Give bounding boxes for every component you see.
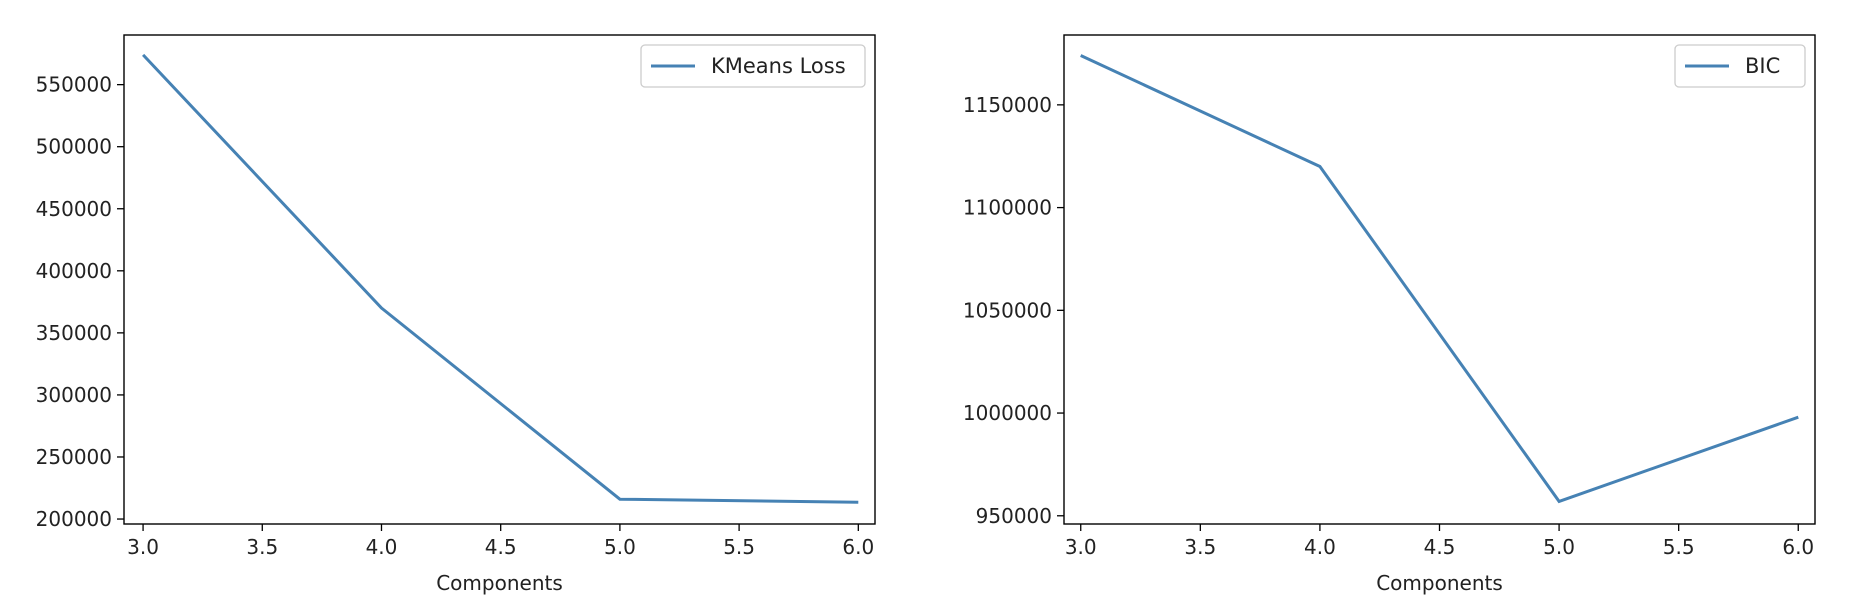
axes-frame — [123, 34, 876, 525]
x-tick-label: 4.0 — [366, 535, 398, 559]
y-tick-label: 1000000 — [963, 401, 1052, 425]
y-tick-label: 500000 — [36, 135, 112, 159]
x-axis-label: Components — [1376, 571, 1503, 595]
x-tick-label: 5.5 — [1663, 535, 1695, 559]
y-tick-label: 1150000 — [963, 93, 1052, 117]
y-tick-label: 350000 — [36, 321, 112, 345]
x-tick-label: 5.0 — [604, 535, 636, 559]
legend-label: BIC — [1745, 54, 1780, 78]
y-axis-ticks: 950000 1000000 1050000 1100000 1150000 — [963, 93, 1064, 528]
x-tick-label: 3.0 — [1065, 535, 1097, 559]
x-tick-label: 4.0 — [1304, 535, 1336, 559]
x-tick-label: 3.0 — [127, 535, 159, 559]
series-line — [142, 53, 859, 504]
legend-box — [1674, 44, 1806, 88]
x-axis-ticks: 3.0 3.5 4.0 4.5 5.0 5.5 6.0 — [1065, 524, 1814, 559]
legend-label: KMeans Loss — [711, 54, 846, 78]
chart-kmeans-loss: 3.0 3.5 4.0 4.5 5.0 5.5 6.0 200000 250000 300000… — [36, 34, 876, 595]
series-group — [1080, 54, 1799, 504]
x-tick-label: 5.5 — [723, 535, 755, 559]
y-tick-label: 550000 — [36, 73, 112, 97]
y-tick-label: 300000 — [36, 383, 112, 407]
x-axis-label: Components — [436, 571, 563, 595]
y-tick-label: 400000 — [36, 259, 112, 283]
x-tick-label: 6.0 — [1782, 535, 1814, 559]
legend: KMeans Loss — [640, 44, 866, 88]
x-tick-label: 3.5 — [246, 535, 278, 559]
legend: BIC — [1674, 44, 1806, 88]
x-tick-label: 3.5 — [1184, 535, 1216, 559]
y-tick-label: 950000 — [976, 504, 1052, 528]
x-tick-label: 4.5 — [485, 535, 517, 559]
y-axis-ticks: 200000 250000 300000 350000 400000 450000 5000… — [36, 73, 124, 531]
y-tick-label: 1100000 — [963, 196, 1052, 220]
x-tick-label: 5.0 — [1543, 535, 1575, 559]
legend-box — [640, 44, 866, 88]
x-axis-ticks: 3.0 3.5 4.0 4.5 5.0 5.5 6.0 — [127, 524, 874, 559]
series-group — [142, 53, 859, 504]
y-tick-label: 1050000 — [963, 298, 1052, 322]
x-tick-label: 6.0 — [842, 535, 874, 559]
x-tick-label: 4.5 — [1424, 535, 1456, 559]
y-tick-label: 450000 — [36, 197, 112, 221]
y-tick-label: 200000 — [36, 507, 112, 531]
chart-bic: 3.0 3.5 4.0 4.5 5.0 5.5 6.0 950000 1000000 10500… — [963, 34, 1816, 595]
y-tick-label: 250000 — [36, 445, 112, 469]
series-line — [1080, 54, 1799, 504]
